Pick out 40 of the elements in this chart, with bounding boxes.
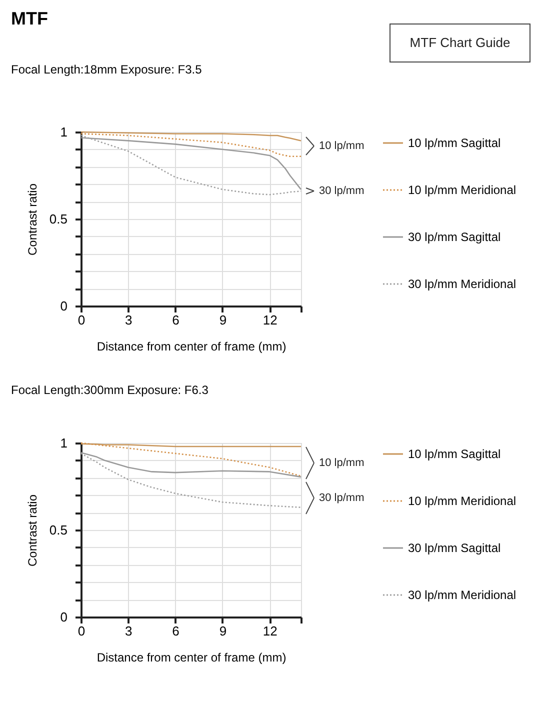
y-tick-label: 1 [60, 436, 68, 450]
text: 10 lp/mm [319, 140, 364, 152]
x-tick-label: 12 [262, 624, 278, 638]
line-series [80, 442, 302, 477]
line-series [80, 131, 302, 142]
line-series [80, 452, 302, 508]
chart-subtitle: Focal Length:18mm Exposure: F3.5 [11, 62, 202, 76]
x-axis-title: Distance from center of frame (mm) [96, 340, 286, 354]
x-axis-title: Distance from center of frame (mm) [96, 650, 286, 664]
text: 10 lp/mm [319, 457, 364, 469]
x-tick-label: 9 [219, 312, 227, 328]
text: 30 lp/mm [319, 492, 364, 504]
line-series [80, 133, 302, 158]
legend-label: 30 lp/mm Meridional [408, 277, 516, 291]
chart-title: Focal Length:300mm Exposure: F6.3 [11, 383, 209, 397]
y-axis-title: Contrast ratio [25, 494, 40, 567]
y-tick-label: 1 [60, 124, 68, 140]
x-tick-label: 3 [125, 312, 132, 328]
x-tick-label: 6 [172, 312, 180, 328]
y-tick-label: 0 [60, 298, 68, 314]
legend-label: 30 lp/mm Meridional [408, 588, 516, 602]
x-tick-label: 12 [262, 312, 278, 328]
x-tick-label: 0 [78, 312, 86, 328]
x-tick-label: 0 [78, 624, 86, 638]
text: MTF Chart Guide [410, 35, 510, 50]
y-tick-label: 0 [60, 610, 68, 624]
chart-title: MTF [11, 8, 48, 28]
legend-label: 30 lp/mm Sagittal [408, 541, 501, 555]
y-tick-label: 0.5 [49, 522, 68, 538]
x-tick-label: 3 [125, 624, 132, 638]
legend-label: 10 lp/mm Meridional [408, 494, 516, 508]
text: 30 lp/mm [319, 185, 364, 197]
legend-label: 10 lp/mm Sagittal [408, 447, 501, 461]
y-tick-label: 0.5 [49, 212, 68, 226]
legend-label: 10 lp/mm Sagittal [408, 136, 501, 150]
legend-label: 10 lp/mm Meridional [408, 183, 516, 197]
legend-label: 30 lp/mm Sagittal [408, 230, 501, 244]
y-axis-title: Contrast ratio [25, 183, 40, 256]
x-tick-label: 9 [219, 624, 227, 638]
x-tick-label: 6 [172, 624, 180, 638]
